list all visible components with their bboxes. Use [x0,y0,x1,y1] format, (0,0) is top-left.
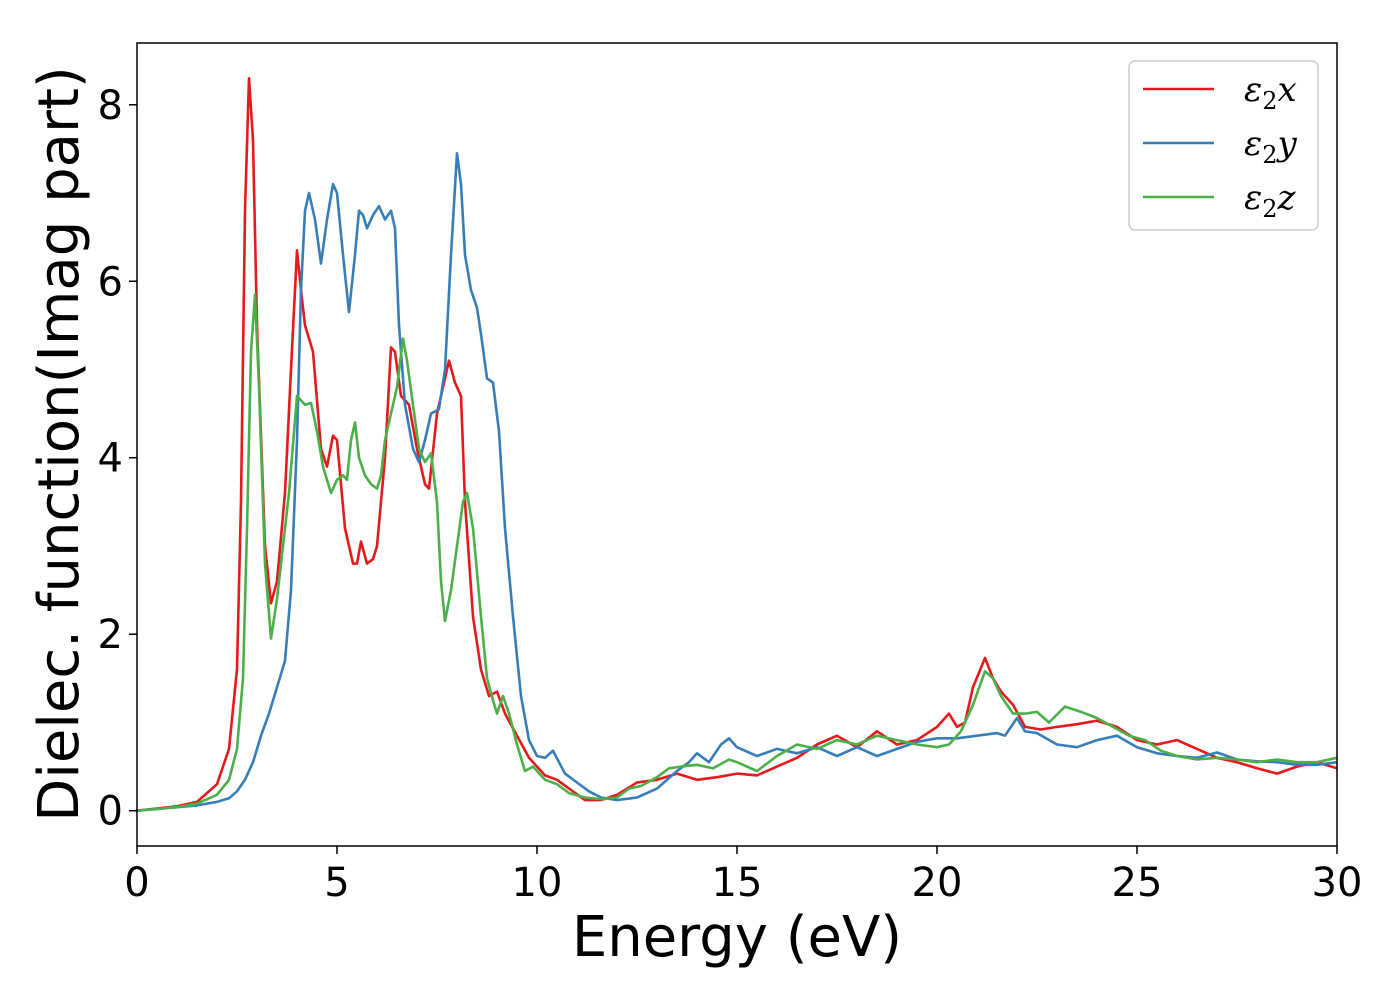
y-tick-label: 0 [98,789,123,835]
y-axis: 0 2 4 6 8 [98,83,137,835]
legend-label-z: ε2z [1244,178,1297,223]
legend: ε2x ε2y ε2z [1128,60,1319,231]
series-layer [137,77,1337,812]
legend-label-x: ε2x [1244,70,1297,115]
x-axis-label: Energy (eV) [572,905,902,970]
x-tick-label: 0 [124,860,149,906]
legend-label-y: ε2y [1244,124,1298,169]
legend-frame [1128,60,1319,231]
x-tick-label: 25 [1112,860,1163,906]
x-tick-label: 30 [1312,860,1363,906]
y-tick-label: 8 [98,83,123,129]
series-line-z [137,293,1337,812]
y-tick-label: 6 [98,259,123,305]
x-tick-label: 20 [912,860,963,906]
x-tick-label: 10 [512,860,563,906]
y-tick-label: 2 [98,612,123,658]
series-line-y [137,152,1337,812]
series-line-x [137,77,1337,812]
x-tick-label: 15 [712,860,763,906]
y-tick-label: 4 [98,436,123,482]
x-tick-label: 5 [324,860,349,906]
y-axis-label: Dielec. function(Imag part) [27,66,92,822]
x-axis: 0 5 10 15 20 25 30 [124,846,1362,906]
